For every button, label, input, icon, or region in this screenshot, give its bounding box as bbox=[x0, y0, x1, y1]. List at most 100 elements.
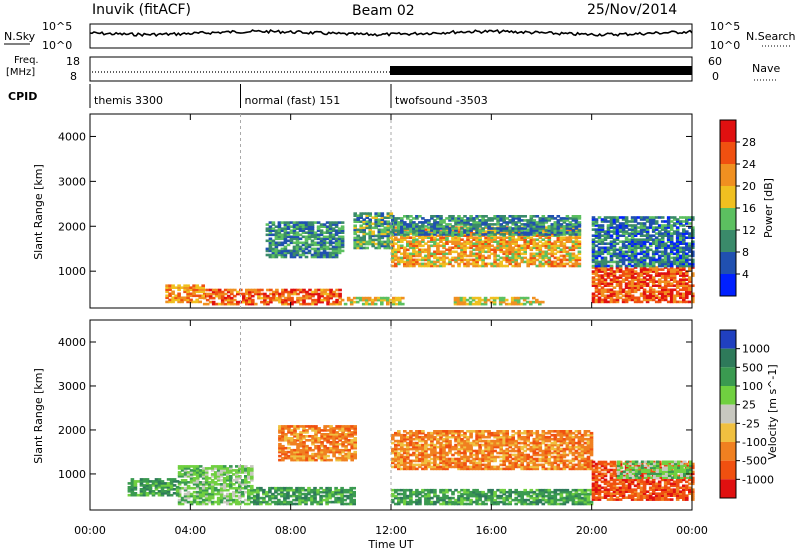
region-6 bbox=[253, 486, 356, 506]
time-tick-6: 00:00 bbox=[676, 524, 708, 537]
power-tick-3: 16 bbox=[742, 202, 756, 215]
power-tick-0: 4 bbox=[742, 268, 749, 281]
cpid-segment-2: twofsound -3503 bbox=[395, 94, 488, 107]
date-title: 25/Nov/2014 bbox=[587, 2, 677, 18]
ytick-0: 1000 bbox=[58, 265, 86, 278]
ytick-2: 3000 bbox=[58, 380, 86, 393]
time-tick-0: 00:00 bbox=[74, 524, 106, 537]
velocity-panel: 1000 2000 3000 4000 Slant Range [km] bbox=[32, 319, 695, 511]
station-title: Inuvik (fitACF) bbox=[92, 2, 191, 18]
region-2 bbox=[340, 296, 405, 306]
velocity-tick-0: 1000 bbox=[742, 343, 770, 356]
velocity-tick-1: 500 bbox=[742, 361, 763, 374]
nsky-tick-top: 10^5 bbox=[42, 20, 72, 33]
freq-tick-top: 18 bbox=[66, 55, 80, 68]
nsky-panel: N.Sky 10^5 10^0 10^5 10^0 N.Search bbox=[4, 20, 796, 52]
time-axis-label: Time UT bbox=[367, 538, 413, 551]
region-1 bbox=[127, 478, 180, 497]
nsearch-label: N.Search bbox=[746, 30, 796, 43]
velocity-colorbar: 1000 500 100 25 -25 -100 -500 -1000 bbox=[719, 329, 774, 499]
power-tick-6: 28 bbox=[742, 136, 756, 149]
time-tick-5: 20:00 bbox=[576, 524, 608, 537]
nsky-label: N.Sky bbox=[4, 30, 36, 43]
power-tick-1: 8 bbox=[742, 246, 749, 259]
velocity-heatmap bbox=[127, 425, 695, 506]
ytick-2: 3000 bbox=[58, 175, 86, 188]
cpid-row: CPID themis 3300 normal (fast) 151 twofsou… bbox=[8, 84, 488, 108]
velocity-tick-5: -100 bbox=[742, 436, 767, 449]
region-0 bbox=[202, 288, 342, 306]
freq-tick-bottom: 8 bbox=[70, 70, 77, 83]
velocity-tick-3: 25 bbox=[742, 399, 756, 412]
power-ylabel: Slant Range [km] bbox=[32, 164, 45, 260]
freq-panel: Freq. [MHz] 18 8 60 0 Nave bbox=[6, 55, 780, 83]
power-swatch-3 bbox=[720, 208, 736, 230]
power-swatch-7 bbox=[720, 120, 736, 142]
power-tick-4: 20 bbox=[742, 180, 756, 193]
velocity-swatch-5 bbox=[720, 423, 736, 442]
region-7 bbox=[591, 216, 695, 268]
velocity-swatch-0 bbox=[720, 330, 736, 349]
region-1 bbox=[165, 284, 205, 304]
power-panel: 1000 2000 3000 4000 Slant Range [km] bbox=[32, 113, 695, 309]
power-colorbar: 4 8 12 16 20 24 28 bbox=[719, 119, 756, 297]
region-0 bbox=[177, 465, 254, 506]
velocity-swatch-2 bbox=[720, 367, 736, 386]
time-axis: 00:00 04:00 08:00 12:00 16:00 20:00 00:00 bbox=[74, 524, 708, 537]
cpid-label: CPID bbox=[8, 90, 37, 103]
power-axes: 1000 2000 3000 4000 bbox=[58, 114, 693, 308]
nsearch-tick-bottom: 10^0 bbox=[710, 39, 740, 52]
region-7 bbox=[278, 425, 357, 462]
power-tick-2: 12 bbox=[742, 224, 756, 237]
time-tick-1: 04:00 bbox=[174, 524, 206, 537]
power-swatch-2 bbox=[720, 230, 736, 252]
ytick-3: 4000 bbox=[58, 130, 86, 143]
nave-tick-top: 60 bbox=[708, 55, 722, 68]
region-9 bbox=[353, 212, 394, 250]
cpid-segment-1: normal (fast) 151 bbox=[245, 94, 341, 107]
velocity-colorbar-label: Velocity [m s^-1] bbox=[766, 364, 779, 459]
velocity-axes: 1000 2000 3000 4000 bbox=[58, 320, 693, 510]
power-swatch-1 bbox=[720, 252, 736, 274]
ytick-3: 4000 bbox=[58, 336, 86, 349]
freq-unit: [MHz] bbox=[6, 67, 35, 78]
power-swatch-5 bbox=[720, 164, 736, 186]
time-tick-3: 12:00 bbox=[375, 524, 407, 537]
ytick-1: 2000 bbox=[58, 220, 86, 233]
power-swatch-6 bbox=[720, 142, 736, 164]
velocity-tick-6: -500 bbox=[742, 455, 767, 468]
ytick-1: 2000 bbox=[58, 424, 86, 437]
velocity-tick-2: 100 bbox=[742, 380, 763, 393]
region-8 bbox=[265, 221, 345, 259]
power-heatmap bbox=[165, 212, 695, 306]
region-4 bbox=[391, 215, 582, 236]
time-tick-4: 16:00 bbox=[475, 524, 507, 537]
freq-label: Freq. bbox=[14, 55, 39, 66]
velocity-swatch-3 bbox=[720, 386, 736, 405]
velocity-tick-4: -25 bbox=[742, 417, 760, 430]
cpid-segment-0: themis 3300 bbox=[94, 94, 163, 107]
velocity-swatch-4 bbox=[720, 404, 736, 424]
region-5 bbox=[453, 296, 545, 306]
nave-trace bbox=[390, 66, 692, 75]
nave-tick-bottom: 0 bbox=[712, 70, 719, 83]
velocity-swatch-8 bbox=[720, 479, 736, 498]
velocity-ylabel: Slant Range [km] bbox=[32, 368, 45, 464]
nsky-tick-bottom: 10^0 bbox=[42, 39, 72, 52]
region-6 bbox=[591, 266, 695, 304]
region-2 bbox=[391, 430, 594, 471]
velocity-tick-7: -1000 bbox=[742, 473, 774, 486]
power-tick-5: 24 bbox=[742, 158, 756, 171]
region-3 bbox=[391, 488, 594, 506]
velocity-swatch-7 bbox=[720, 460, 736, 480]
time-tick-2: 08:00 bbox=[275, 524, 307, 537]
nsky-trace bbox=[89, 29, 693, 38]
beam-title: Beam 02 bbox=[352, 3, 415, 19]
power-swatch-0 bbox=[720, 274, 736, 296]
velocity-swatch-1 bbox=[720, 348, 736, 368]
power-swatch-4 bbox=[720, 186, 736, 208]
nave-label: Nave bbox=[752, 62, 780, 75]
nsearch-tick-top: 10^5 bbox=[710, 20, 740, 33]
ytick-0: 1000 bbox=[58, 468, 86, 481]
